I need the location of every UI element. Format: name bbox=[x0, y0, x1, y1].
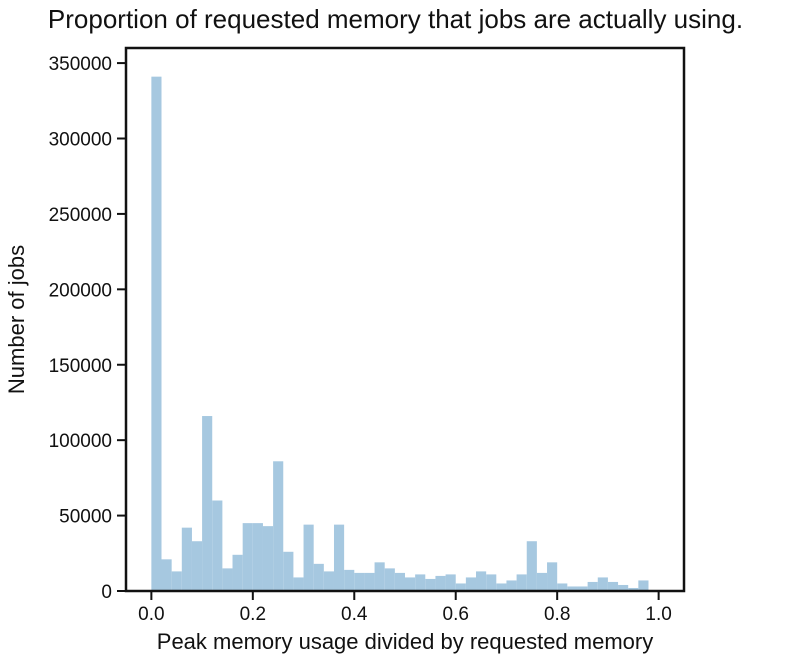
histogram-bar bbox=[476, 571, 487, 591]
plot-frame bbox=[124, 46, 686, 593]
histogram-bar bbox=[526, 541, 537, 591]
histogram-bar bbox=[232, 554, 243, 591]
histogram-bar bbox=[607, 581, 619, 591]
histogram-bar bbox=[242, 523, 253, 591]
histogram-bar bbox=[618, 584, 629, 591]
histogram-bar bbox=[161, 559, 172, 591]
y-tick-label: 350000 bbox=[49, 54, 112, 75]
histogram-bar bbox=[344, 569, 355, 591]
x-tick-label: 0.8 bbox=[544, 604, 570, 625]
x-tick-label: 0.4 bbox=[341, 604, 368, 625]
histogram-bar bbox=[181, 527, 192, 591]
histogram-bar bbox=[354, 572, 365, 591]
histogram-bar bbox=[374, 562, 385, 591]
histogram-bar bbox=[587, 581, 598, 591]
histogram-bar bbox=[597, 577, 608, 591]
histogram-bar bbox=[445, 574, 456, 591]
histogram-bar bbox=[151, 76, 162, 592]
histogram-bar bbox=[567, 586, 578, 591]
histogram-bar bbox=[628, 587, 639, 591]
histogram-bar bbox=[293, 577, 304, 591]
histogram-bar bbox=[323, 571, 334, 591]
histogram-bar bbox=[638, 580, 649, 591]
histogram-bar bbox=[333, 524, 345, 591]
y-axis: 0 50000 100000 150000 200000 250000 300000 3500… bbox=[49, 54, 126, 603]
histogram-bar bbox=[405, 577, 416, 591]
y-tick-label: 200000 bbox=[49, 280, 112, 301]
histogram-bar bbox=[394, 572, 405, 591]
histogram-bar bbox=[252, 523, 263, 591]
y-axis-label: Number of jobs bbox=[4, 245, 29, 394]
histogram-bar bbox=[222, 568, 233, 591]
histogram-bar bbox=[212, 500, 223, 591]
histogram-bar bbox=[283, 551, 294, 591]
histogram-bar bbox=[435, 575, 446, 591]
histogram-bar bbox=[262, 526, 274, 591]
histogram-bar bbox=[516, 574, 527, 591]
histogram-bar bbox=[191, 541, 203, 591]
y-tick-label: 100000 bbox=[49, 431, 112, 452]
x-tick-label: 0.2 bbox=[240, 604, 266, 625]
histogram-bar bbox=[273, 461, 284, 591]
bars-layer bbox=[151, 76, 649, 592]
y-tick-label: 50000 bbox=[59, 507, 112, 528]
histogram-bar bbox=[364, 572, 375, 591]
y-tick-label: 300000 bbox=[49, 130, 112, 151]
x-axis: 0.0 0.2 0.4 0.6 0.8 1.0 bbox=[138, 591, 672, 625]
chart-title: Proportion of requested memory that jobs… bbox=[47, 4, 744, 34]
histogram-bar bbox=[465, 577, 477, 591]
y-tick-label: 250000 bbox=[49, 205, 112, 226]
y-tick-label: 150000 bbox=[49, 356, 112, 377]
histogram-bar bbox=[202, 416, 213, 591]
histogram-bar bbox=[506, 580, 517, 591]
histogram-bar bbox=[557, 583, 568, 591]
histogram-bar bbox=[303, 524, 314, 591]
x-tick-label: 0.0 bbox=[138, 604, 164, 625]
histogram-bar bbox=[415, 574, 426, 591]
x-axis-label: Peak memory usage divided by requested m… bbox=[157, 629, 653, 654]
histogram-bar bbox=[496, 583, 507, 591]
histogram-bar bbox=[313, 563, 324, 591]
x-tick-label: 0.6 bbox=[443, 604, 469, 625]
histogram-bar bbox=[455, 583, 466, 591]
x-tick-label: 1.0 bbox=[645, 604, 671, 625]
histogram-bar bbox=[425, 578, 436, 591]
histogram-bar bbox=[536, 572, 548, 591]
histogram-bar bbox=[384, 568, 395, 591]
y-tick-label: 0 bbox=[101, 582, 112, 603]
histogram-bar bbox=[171, 571, 182, 591]
histogram-bar bbox=[547, 562, 558, 591]
histogram-bar bbox=[486, 574, 497, 591]
histogram-bar bbox=[577, 586, 588, 591]
